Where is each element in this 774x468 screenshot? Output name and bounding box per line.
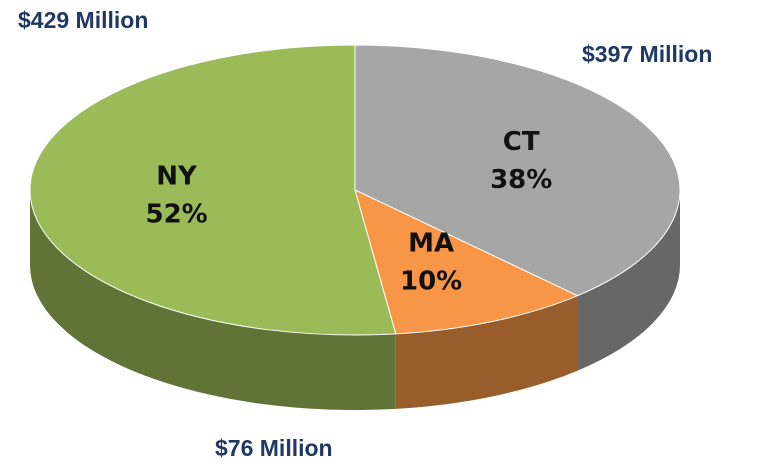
slice-category: MA: [408, 229, 454, 259]
annotation: $429 Million: [18, 7, 148, 33]
slice: [354, 44, 681, 297]
slice: [354, 189, 579, 335]
slice-side: [395, 295, 578, 409]
annotation: $397 Million: [582, 41, 712, 67]
annotation: $76 Million: [215, 435, 333, 461]
slice: [29, 44, 397, 336]
slice-side: [577, 190, 680, 371]
slice-category: CT: [503, 127, 540, 157]
slice-side: [30, 190, 396, 410]
slice-value-label: 38%: [490, 165, 552, 195]
slice-value-label: 10%: [400, 267, 462, 297]
slice-value-label: 52%: [145, 200, 207, 230]
slice-category: NY: [156, 162, 198, 192]
pie: CT 38% MA 10% NY 52%: [29, 44, 681, 410]
